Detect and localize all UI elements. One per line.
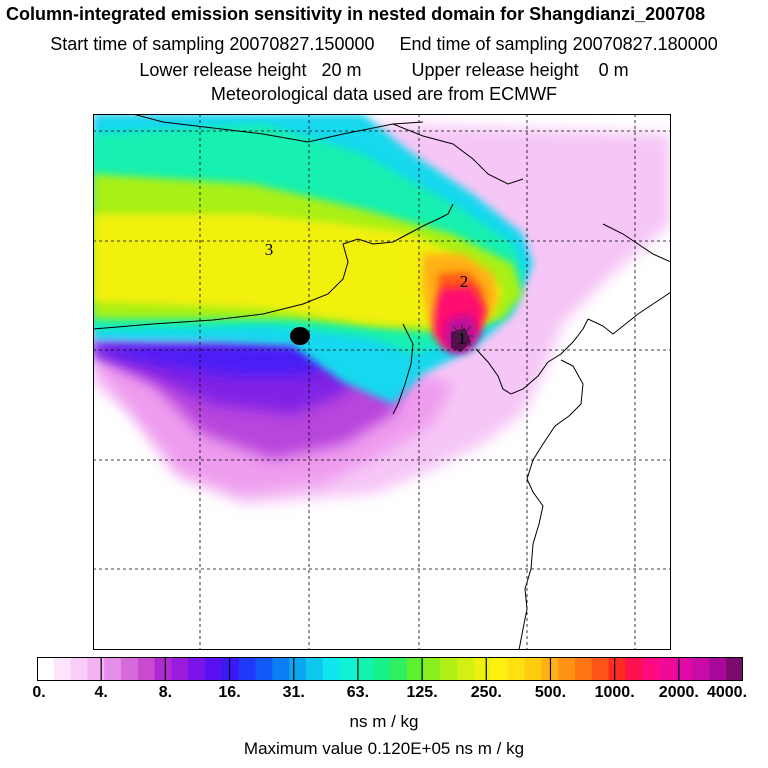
colorbar-cell bbox=[305, 657, 324, 681]
colorbar-tick-label: 0. bbox=[32, 684, 46, 701]
colorbar-unit-label: ns m / kg bbox=[349, 712, 419, 731]
colorbar-cell bbox=[390, 657, 408, 681]
colorbar-cell bbox=[37, 657, 55, 681]
colorbar-tick-label: 2000. bbox=[658, 684, 699, 701]
colorbar-cell bbox=[188, 657, 206, 681]
colorbar-cell bbox=[490, 657, 509, 681]
colorbar-cell bbox=[221, 657, 240, 681]
colorbar-cell bbox=[87, 657, 105, 681]
colorbar-tick-label: 4. bbox=[94, 684, 108, 701]
emission-sensitivity-map: 1 2 3 bbox=[93, 114, 671, 650]
colorbar-cell bbox=[255, 657, 273, 681]
colorbar-tick-label: 500. bbox=[534, 684, 567, 701]
release-location-marker bbox=[450, 324, 474, 348]
colorbar-cell bbox=[675, 657, 694, 681]
map-frame bbox=[93, 114, 671, 650]
colorbar-cell bbox=[121, 657, 139, 681]
station-marker bbox=[290, 327, 310, 345]
colorbar-cell bbox=[104, 657, 122, 681]
lat-lon-grid bbox=[93, 114, 671, 650]
colorbar-cell bbox=[171, 657, 189, 681]
colorbar-cell bbox=[238, 657, 257, 681]
colorbar-cell bbox=[507, 657, 525, 681]
colorbar-cell bbox=[423, 657, 441, 681]
maximum-value-label: Maximum value 0.120E+05 ns m / kg bbox=[243, 739, 525, 758]
colorbar-tick-label: 4000. bbox=[706, 684, 748, 701]
colorbar-cell bbox=[322, 657, 341, 681]
colorbar-cell bbox=[373, 657, 391, 681]
colorbar-cell bbox=[356, 657, 374, 681]
colorbar-tick-label: 63. bbox=[346, 684, 370, 701]
colorbar-cell bbox=[574, 657, 593, 681]
cluster-label-3: 3 bbox=[265, 240, 274, 259]
colorbar-cell bbox=[591, 657, 610, 681]
cluster-label-2: 2 bbox=[460, 272, 469, 291]
colorbar-cell bbox=[53, 657, 72, 681]
colorbar-cell bbox=[440, 657, 458, 681]
sampling-time-line: Start time of sampling 20070827.150000 E… bbox=[50, 34, 718, 54]
map-title: Column-integrated emission sensitivity i… bbox=[6, 4, 706, 24]
colorbar-cell bbox=[70, 657, 88, 681]
release-height-line: Lower release height 20 m Upper release … bbox=[139, 60, 629, 80]
colorbar-cell bbox=[658, 657, 677, 681]
colorbar-cell bbox=[272, 657, 290, 681]
colorbar-tick-label: 125. bbox=[406, 684, 438, 701]
cluster-label-1: 1 bbox=[458, 329, 467, 348]
colorbar-cell bbox=[608, 657, 626, 681]
colorbar-cell bbox=[625, 657, 643, 681]
colorbar-cell bbox=[339, 657, 357, 681]
colorbar-cell bbox=[457, 657, 475, 681]
colorbar-cell bbox=[524, 657, 542, 681]
colorbar-tick-label: 1000. bbox=[594, 684, 635, 701]
colorbar-cell bbox=[558, 657, 576, 681]
colorbar-cell bbox=[154, 657, 172, 681]
colorbar-tick-label: 31. bbox=[282, 684, 305, 701]
colorbar-cell bbox=[137, 657, 156, 681]
colorbar-tick-label: 250. bbox=[470, 684, 502, 701]
coastlines bbox=[93, 114, 671, 650]
colorbar bbox=[37, 657, 743, 681]
colorbar-cell bbox=[692, 657, 710, 681]
colorbar-cell bbox=[289, 657, 307, 681]
colorbar-cell bbox=[406, 657, 425, 681]
colorbar-tick-label: 16. bbox=[218, 684, 241, 701]
colorbar-cell bbox=[709, 657, 727, 681]
colorbar-cell bbox=[474, 657, 492, 681]
sensitivity-field bbox=[93, 114, 671, 504]
colorbar-cell bbox=[726, 657, 743, 681]
colorbar-cell bbox=[205, 657, 223, 681]
colorbar-cell bbox=[642, 657, 660, 681]
meteorological-data-line: Meteorological data used are from ECMWF bbox=[210, 84, 558, 104]
colorbar-tick-label: 8. bbox=[158, 684, 173, 701]
